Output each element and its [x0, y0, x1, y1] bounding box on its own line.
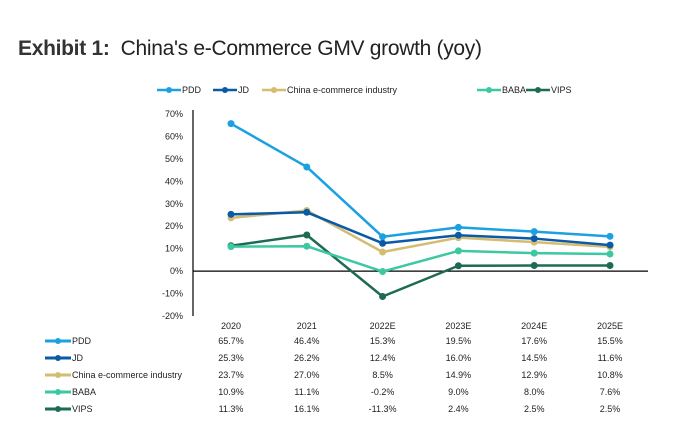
table-cell-value: 65.7% [218, 336, 244, 346]
table-cell-value: 11.6% [598, 353, 623, 363]
data-point-jd [530, 235, 538, 243]
table-cell-value: -0.2% [371, 387, 395, 397]
data-point-baba [530, 249, 538, 257]
series-line-pdd [230, 122, 611, 239]
table-cell-value: 8.5% [372, 370, 393, 380]
legend-marker-baba [486, 87, 492, 93]
data-point-vips [530, 262, 538, 269]
table-legend-marker-china-e-commerce-industry [55, 372, 61, 378]
table-cell-value: 2.5% [524, 404, 545, 414]
y-tick-label: -20% [162, 311, 183, 321]
data-point-china-e-commerce-industry [379, 248, 387, 256]
table-cell-value: 2.4% [448, 404, 469, 414]
data-point-jd [303, 208, 311, 216]
table-cell-value: 25.3% [218, 353, 244, 363]
table-cell-value: 7.6% [600, 387, 621, 397]
data-point-baba [454, 247, 462, 255]
chart-title: Exhibit 1: China's e-Commerce GMV growth… [18, 37, 482, 61]
table-cell-value: 16.0% [446, 353, 472, 363]
legend-marker-vips [535, 87, 541, 93]
y-tick-label: -10% [162, 289, 183, 299]
x-tick-label: 2020 [221, 321, 241, 331]
data-point-vips [379, 292, 387, 300]
table-row-label: PDD [72, 336, 92, 346]
table-cell-value: 46.4% [294, 336, 320, 346]
x-tick-label: 2025E [597, 321, 623, 331]
data-point-pdd [303, 163, 311, 171]
table-cell-value: 15.5% [597, 336, 623, 346]
table-row-label: JD [72, 353, 84, 363]
data-point-baba [379, 268, 387, 276]
table-cell-value: 19.5% [446, 336, 472, 346]
data-point-vips [303, 231, 311, 239]
table-cell-value: 8.0% [524, 387, 545, 397]
series-line-baba [230, 244, 611, 273]
y-tick-label: 60% [165, 131, 183, 141]
legend-marker-pdd [166, 87, 172, 93]
data-point-vips [606, 262, 614, 269]
table-cell-value: -11.3% [369, 404, 397, 414]
table-row-label: BABA [72, 387, 96, 397]
legend-label-baba: BABA [502, 85, 526, 95]
table-cell-value: 2.5% [600, 404, 621, 414]
data-point-jd [454, 231, 462, 239]
table-cell-value: 14.9% [446, 370, 472, 380]
data-point-pdd [379, 233, 387, 241]
data-point-pdd [227, 120, 235, 128]
table-row-label: China e-commerce industry [72, 370, 183, 380]
data-point-pdd [530, 228, 538, 236]
table-legend-marker-baba [55, 389, 61, 395]
x-tick-label: 2024E [521, 321, 547, 331]
data-point-vips [454, 262, 462, 270]
data-point-baba [227, 243, 235, 251]
table-cell-value: 14.5% [521, 353, 547, 363]
series-line-vips [230, 233, 610, 298]
y-tick-label: 40% [165, 176, 183, 186]
table-cell-value: 12.9% [521, 370, 547, 380]
legend-label-vips: VIPS [551, 85, 572, 95]
y-tick-label: 50% [165, 154, 183, 164]
y-tick-label: 70% [165, 109, 183, 119]
table-cell-value: 23.7% [218, 370, 244, 380]
title-text: China's e-Commerce GMV growth (yoy) [120, 37, 482, 60]
exhibit-label: Exhibit 1: [18, 37, 110, 60]
legend-label-china-e-commerce-industry: China e-commerce industry [287, 85, 398, 95]
y-tick-label: 30% [165, 199, 183, 209]
table-cell-value: 9.0% [448, 387, 469, 397]
table-cell-value: 11.3% [219, 404, 244, 414]
x-tick-label: 2022E [370, 321, 396, 331]
x-tick-label: 2021 [297, 321, 317, 331]
data-point-jd [606, 241, 614, 249]
table-cell-value: 27.0% [294, 370, 320, 380]
table-cell-value: 10.9% [218, 387, 244, 397]
y-tick-label: 10% [165, 244, 183, 254]
table-cell-value: 12.4% [370, 353, 396, 363]
y-tick-label: 0% [170, 266, 183, 276]
y-tick-label: 20% [165, 221, 183, 231]
data-point-jd [227, 210, 235, 218]
table-cell-value: 16.1% [294, 404, 320, 414]
table-cell-value: 26.2% [294, 353, 320, 363]
data-point-jd [379, 239, 387, 247]
table-row-label: VIPS [72, 404, 93, 414]
data-point-baba [606, 250, 614, 258]
data-point-pdd [606, 232, 614, 240]
table-legend-marker-jd [55, 355, 61, 361]
table-legend-marker-vips [55, 406, 61, 412]
legend-marker-china-e-commerce-industry [271, 87, 277, 93]
table-cell-value: 11.1% [294, 387, 319, 397]
legend-label-jd: JD [238, 85, 250, 95]
table-cell-value: 15.3% [370, 336, 396, 346]
legend-label-pdd: PDD [182, 85, 202, 95]
legend-marker-jd [222, 87, 228, 93]
data-point-pdd [454, 223, 462, 231]
data-point-baba [303, 242, 311, 250]
table-cell-value: 17.6% [521, 336, 547, 346]
x-tick-label: 2023E [445, 321, 471, 331]
table-cell-value: 10.8% [597, 370, 623, 380]
table-legend-marker-pdd [55, 338, 61, 344]
series-line-jd [230, 211, 611, 247]
